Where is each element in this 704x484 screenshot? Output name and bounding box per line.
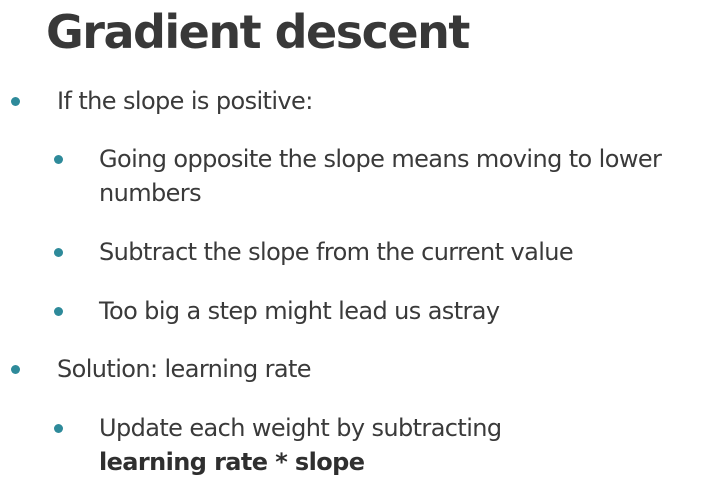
bullet-dot xyxy=(11,365,20,374)
sub-bullet-text: Going opposite the slope means moving to… xyxy=(99,145,662,173)
sub-bullet-dot xyxy=(54,155,63,164)
sub-bullet-dot xyxy=(54,424,63,433)
bullet-text: Solution: learning rate xyxy=(57,355,312,383)
sub-bullet-text-bold: learning rate * slope xyxy=(99,448,365,476)
sub-bullet-text-continued: numbers xyxy=(99,179,202,207)
sub-bullet-dot xyxy=(54,307,63,316)
sub-bullet-text: Too big a step might lead us astray xyxy=(99,297,500,325)
sub-bullet-dot xyxy=(54,248,63,257)
slide-title: Gradient descent xyxy=(46,5,470,59)
sub-bullet-text: Subtract the slope from the current valu… xyxy=(99,238,574,266)
bullet-text: If the slope is positive: xyxy=(57,87,313,115)
sub-bullet-text: Update each weight by subtracting xyxy=(99,414,502,442)
bullet-dot xyxy=(11,97,20,106)
